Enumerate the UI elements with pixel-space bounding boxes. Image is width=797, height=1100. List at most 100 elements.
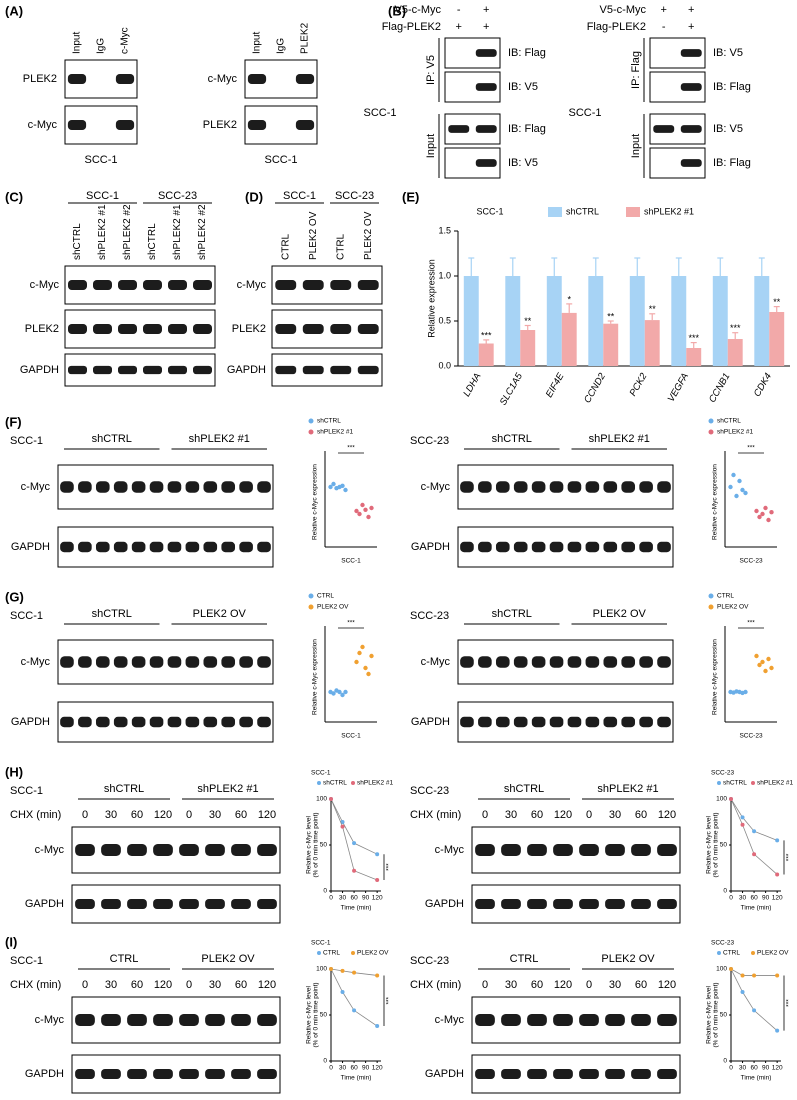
ib-label: IB: Flag — [713, 81, 751, 93]
blot-band — [93, 324, 112, 334]
lane-label: c-Myc — [120, 27, 131, 54]
significance: *** — [347, 620, 355, 627]
blot-band — [153, 844, 173, 856]
group-label: CTRL — [510, 953, 539, 965]
blot-band — [579, 899, 599, 909]
lane-label: shPLEK2 #2 — [122, 204, 133, 260]
data-point — [754, 653, 759, 659]
data-point — [343, 689, 348, 695]
blot-band — [75, 1014, 95, 1026]
group-label: Input — [425, 134, 437, 158]
blot-band — [205, 1014, 225, 1026]
group-label: SCC-1 — [86, 190, 119, 202]
panel-label: (D) — [245, 189, 263, 204]
timepoint: 120 — [258, 809, 276, 821]
blot-band — [460, 656, 474, 668]
row-label: c-Myc — [237, 279, 267, 291]
blot-band — [603, 481, 618, 493]
y-label: Relative c-Myc expression — [312, 464, 319, 540]
blot-band — [475, 49, 497, 57]
blot-band — [239, 716, 253, 728]
row-label: c-Myc — [21, 656, 51, 668]
blot-band — [553, 1069, 573, 1079]
data-point — [375, 877, 380, 882]
significance: *** — [786, 853, 793, 861]
blot-band — [330, 365, 352, 375]
y-label: (% of 0 min time point) — [713, 982, 720, 1047]
blot-frame — [457, 701, 674, 743]
blot-band — [605, 844, 625, 856]
blot-band — [127, 1069, 147, 1079]
x-tick-label: CCNB1 — [707, 371, 733, 404]
group-label: Input — [630, 134, 642, 158]
lane-label: PLEK2 OV — [308, 211, 319, 260]
blot-band — [113, 541, 128, 553]
y-tick-label: 0.5 — [438, 315, 451, 325]
blot-band — [193, 280, 212, 290]
ib-label: IB: V5 — [713, 47, 743, 59]
data-point — [775, 838, 780, 843]
y-label: Relative c-Myc level — [706, 816, 713, 874]
blot-band — [275, 280, 297, 290]
significance: * — [567, 294, 571, 304]
blot-band — [501, 899, 521, 909]
chart-title: SCC-23 — [711, 940, 735, 947]
data-point — [728, 484, 733, 490]
blot-band — [448, 125, 470, 133]
data-point — [731, 472, 736, 478]
blot-frame — [57, 526, 274, 568]
blot-band — [478, 541, 492, 553]
significance: *** — [347, 445, 355, 452]
significance: *** — [730, 323, 741, 333]
row-label: GAPDH — [25, 898, 64, 910]
blot-band — [475, 844, 495, 856]
blot-band — [585, 656, 600, 668]
x-tick-label: 30 — [739, 1065, 747, 1072]
blot-band — [605, 1014, 625, 1026]
x-tick-label: CCND2 — [582, 371, 608, 405]
data-point — [363, 507, 368, 512]
series-line — [730, 798, 778, 841]
legend-label: shPLEK2 #1 — [644, 206, 694, 216]
blot-band — [221, 481, 236, 493]
data-point — [775, 1028, 780, 1033]
group-label: shCTRL — [504, 783, 544, 795]
timepoint: 30 — [209, 979, 221, 991]
lane-label: shPLEK2 #1 — [172, 204, 183, 260]
bar — [520, 330, 536, 366]
x-tick-label: 120 — [372, 895, 383, 902]
bar — [561, 312, 577, 366]
blot-band — [460, 716, 474, 728]
blot-band — [203, 481, 218, 493]
blot-band — [75, 1069, 95, 1079]
y-tick-label: 50 — [320, 842, 328, 849]
timepoint: 60 — [531, 809, 543, 821]
blot-band — [193, 365, 212, 375]
row-label: c-Myc — [35, 844, 65, 856]
data-point — [352, 841, 357, 846]
chart-title: SCC-1 — [311, 770, 331, 777]
data-point — [740, 487, 745, 493]
data-point — [769, 665, 774, 671]
blot-band — [531, 481, 546, 493]
blot-band — [68, 324, 87, 334]
legend-label: PLEK2 OV — [357, 950, 389, 957]
series-line — [330, 968, 378, 1027]
data-point — [360, 644, 365, 650]
row-label: PLEK2 — [25, 323, 59, 335]
timepoint: 120 — [658, 979, 676, 991]
blot-band — [179, 1014, 199, 1026]
blot-band — [257, 541, 271, 553]
blot-band — [149, 541, 164, 553]
blot-band — [495, 481, 510, 493]
treatment-mark: + — [483, 4, 489, 16]
y-label: (% of 0 min time point) — [713, 812, 720, 877]
data-point — [752, 829, 757, 834]
blot-band — [302, 280, 324, 290]
blot-band — [295, 74, 315, 84]
group-label: shCTRL — [492, 608, 532, 620]
data-point — [766, 656, 771, 662]
blot-band — [78, 716, 92, 728]
blot-band — [549, 481, 564, 493]
timepoint-label: CHX (min) — [410, 809, 461, 821]
